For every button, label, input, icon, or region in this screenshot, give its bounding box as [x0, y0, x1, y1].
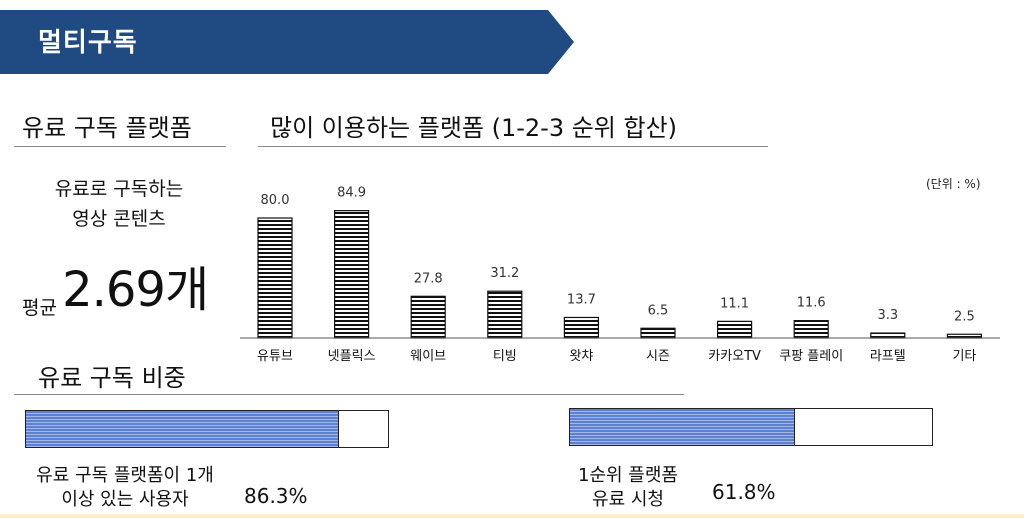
share-bar-2-fill — [570, 409, 795, 445]
paid-platform-rule — [14, 146, 226, 147]
share-title: 유료 구독 비중 — [38, 364, 186, 392]
share-label-1: 유료 구독 플랫폼이 1개 이상 있는 사용자 — [20, 464, 230, 512]
category-label-0: 유튜브 — [257, 349, 293, 364]
bar-value-label-5: 6.5 — [648, 303, 669, 318]
average-value: 2.69개 — [62, 262, 209, 318]
header-banner — [0, 10, 574, 74]
bar-1 — [333, 210, 370, 339]
category-label-5: 시즌 — [646, 349, 670, 364]
category-label-9: 기타 — [952, 349, 976, 364]
share-title-rule — [14, 394, 684, 395]
bar-6 — [717, 320, 753, 339]
average-stat: 평균 2.69개 — [22, 250, 209, 320]
share-label-2: 1순위 플랫폼 유료 시청 — [558, 464, 698, 512]
page-title: 멀티구독 — [38, 28, 138, 58]
share-label-2-line2: 유료 시청 — [592, 489, 664, 510]
bar-3 — [487, 290, 523, 339]
unit-note: (단위 : %) — [926, 177, 981, 191]
bar-5 — [640, 327, 676, 339]
share-value-1: 86.3% — [244, 484, 308, 508]
share-bar-1 — [25, 410, 389, 448]
bottom-accent-line — [0, 514, 1024, 518]
share-bar-2 — [569, 408, 933, 446]
share-label-1-line2: 이상 있는 사용자 — [61, 489, 189, 510]
share-label-2-line1: 1순위 플랫폼 — [578, 465, 678, 486]
category-label-8: 라프텔 — [870, 349, 906, 364]
bar-9 — [946, 333, 983, 339]
category-label-3: 티빙 — [493, 349, 517, 364]
chart-title: 많이 이용하는 플랫폼 (1-2-3 순위 합산) — [270, 114, 678, 142]
share-value-2: 61.8% — [712, 480, 776, 504]
category-label-2: 웨이브 — [410, 349, 446, 364]
bar-value-label-7: 11.6 — [797, 296, 826, 311]
bar-7 — [793, 320, 829, 339]
bar-4 — [563, 316, 599, 339]
category-label-7: 쿠팡 플레이 — [779, 349, 843, 364]
share-bar-1-fill — [26, 411, 340, 447]
category-label-6: 카카오TV — [708, 349, 761, 364]
bar-value-label-8: 3.3 — [877, 308, 898, 323]
category-label-4: 왓챠 — [569, 349, 593, 364]
paid-platform-title: 유료 구독 플랫폼 — [22, 114, 192, 142]
bar-0 — [257, 217, 293, 339]
bar-8 — [870, 332, 906, 339]
bar-value-label-4: 13.7 — [567, 292, 596, 307]
paid-content-desc-line2: 영상 콘텐츠 — [72, 208, 166, 230]
bar-value-label-3: 31.2 — [490, 266, 519, 281]
bar-value-label-0: 80.0 — [261, 193, 290, 208]
bar-value-label-1: 84.9 — [337, 186, 366, 201]
platform-bar-chart: 80.0 유튜브 84.9 넷플릭스 27.8 웨이브 31.2 티빙 13.7 왓챠 6.5 시즌 1… — [240, 186, 1000, 364]
bar-value-label-6: 11.1 — [720, 296, 749, 311]
paid-content-desc-line1: 유료로 구독하는 — [54, 178, 184, 200]
bar-2 — [410, 295, 446, 339]
paid-content-desc: 유료로 구독하는 영상 콘텐츠 — [34, 174, 204, 234]
bar-value-label-9: 2.5 — [954, 309, 975, 324]
average-label: 평균 — [22, 297, 57, 319]
category-label-1: 넷플릭스 — [328, 349, 376, 364]
chart-title-rule — [258, 146, 768, 147]
share-label-1-line1: 유료 구독 플랫폼이 1개 — [36, 465, 214, 486]
bar-value-label-2: 27.8 — [414, 271, 443, 286]
